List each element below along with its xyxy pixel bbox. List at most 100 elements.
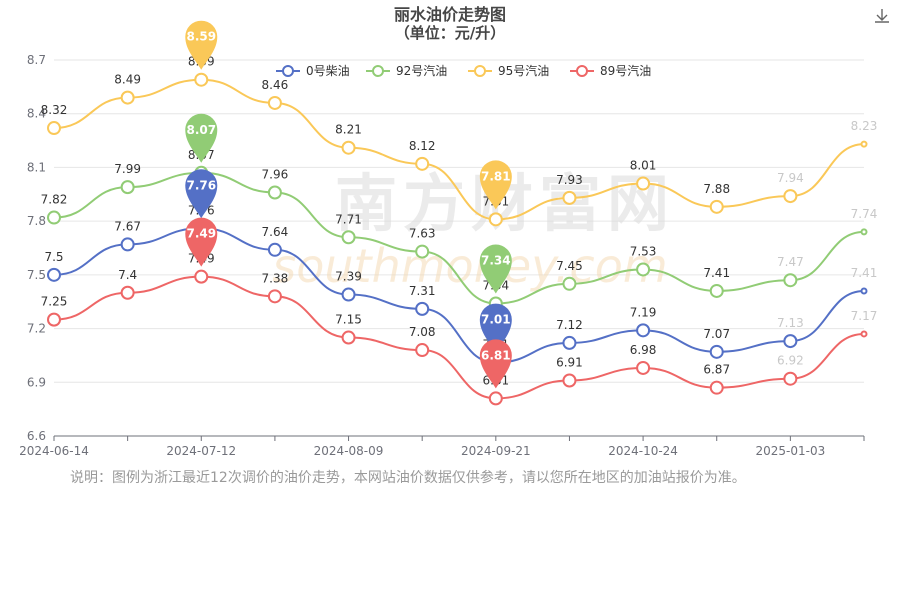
data-label: 7.64	[262, 225, 289, 239]
x-tick-label: 2024-08-09	[314, 444, 384, 458]
data-label: 7.99	[114, 162, 141, 176]
y-tick-label: 6.6	[27, 429, 46, 443]
watermark-sub: southmoney.com	[272, 239, 667, 293]
y-tick-label: 8.7	[27, 53, 46, 67]
data-point	[709, 283, 724, 298]
data-point	[488, 212, 503, 227]
legend[interactable]: 0号柴油 92号汽油 95号汽油 89号汽油	[276, 63, 651, 78]
legend-marker	[576, 65, 588, 77]
footnote: 说明：图例为浙江最近12次调价的油价走势，本网站油价数据仅供参考，请以您所在地区…	[70, 470, 746, 486]
data-point	[636, 323, 651, 338]
data-label: 8.21	[335, 123, 362, 137]
data-label: 7.93	[556, 173, 583, 187]
data-point	[341, 140, 356, 155]
marker-pin: 8.59	[185, 20, 218, 70]
legend-label: 89号汽油	[600, 63, 651, 78]
chart-subtitle: （单位：元/升）	[395, 24, 505, 42]
data-point	[194, 72, 209, 87]
data-label: 7.94	[777, 171, 804, 185]
data-point	[415, 244, 430, 259]
x-tick-label: 2024-10-24	[608, 444, 678, 458]
data-point	[783, 273, 798, 288]
data-point	[636, 262, 651, 277]
data-point	[341, 230, 356, 245]
data-point	[562, 276, 577, 291]
watermark: 南方财富网 southmoney.com	[272, 167, 669, 293]
pin-shape	[479, 303, 512, 353]
data-point	[120, 90, 135, 105]
data-label: 7.41	[703, 266, 730, 280]
data-point	[415, 301, 430, 316]
marker-pin: 7.01	[479, 303, 512, 353]
marker-pin: 6.81	[479, 339, 512, 389]
data-label: 7.38	[262, 271, 289, 285]
data-point	[47, 210, 61, 225]
pin-label: 7.01	[481, 313, 511, 327]
pin-label: 8.59	[186, 30, 216, 44]
data-label: 7.67	[114, 219, 141, 233]
data-label: 7.4	[118, 268, 137, 282]
x-tick-label: 2024-06-14	[19, 444, 89, 458]
data-label: 8.49	[114, 73, 141, 87]
data-label: 7.82	[41, 193, 68, 207]
y-tick-label: 6.9	[27, 375, 46, 389]
data-label: 6.87	[703, 363, 730, 377]
legend-label: 0号柴油	[306, 64, 350, 78]
data-label: 7.74	[851, 207, 878, 221]
data-point	[860, 330, 868, 338]
data-point	[562, 335, 577, 350]
data-label: 7.08	[409, 325, 436, 339]
data-label: 7.47	[777, 255, 804, 269]
pin-shape	[479, 160, 512, 210]
legend-marker	[372, 65, 384, 77]
pin-label: 6.81	[481, 348, 511, 362]
data-label: 7.12	[556, 318, 583, 332]
marker-pin: 7.81	[479, 160, 512, 210]
data-point	[267, 95, 282, 110]
data-point	[709, 380, 724, 395]
chart-title: 丽水油价走势图	[394, 5, 506, 24]
data-point	[636, 176, 651, 191]
legend-marker	[282, 65, 294, 77]
data-label: 8.23	[851, 119, 878, 133]
data-point	[562, 190, 577, 205]
data-point	[415, 343, 430, 358]
data-point	[783, 371, 798, 386]
y-tick-label: 7.5	[27, 268, 46, 282]
data-point	[267, 185, 282, 200]
data-point	[47, 267, 61, 282]
data-label: 7.96	[262, 167, 289, 181]
marker-pin: 8.07	[185, 113, 218, 163]
data-label: 7.39	[335, 270, 362, 284]
data-label: 7.19	[630, 305, 657, 319]
data-label: 7.53	[630, 244, 657, 258]
grid-lines	[54, 59, 864, 383]
marker-pin: 7.76	[185, 169, 218, 219]
data-label: 7.71	[335, 212, 362, 226]
marker-pin: 7.34	[479, 244, 512, 294]
data-point	[783, 334, 798, 349]
data-label: 7.41	[851, 266, 878, 280]
data-point	[120, 180, 135, 195]
download-icon[interactable]	[872, 6, 892, 26]
series-line	[53, 78, 865, 221]
legend-marker	[474, 65, 486, 77]
data-label: 7.88	[703, 182, 730, 196]
series-line	[53, 275, 865, 400]
x-tick-label: 2024-07-12	[166, 444, 236, 458]
data-point	[194, 269, 209, 284]
y-tick-label: 7.8	[27, 214, 46, 228]
pin-shape	[185, 20, 218, 70]
pin-label: 8.07	[186, 123, 216, 137]
data-point	[860, 287, 868, 295]
data-point	[860, 140, 868, 148]
data-point	[341, 330, 356, 345]
axes: 6.6 6.9 7.2 7.5 7.8 8.1 8.4 8.7 2024-06-14 2024-0…	[19, 53, 865, 458]
data-label: 7.15	[335, 313, 362, 327]
data-point	[783, 189, 798, 204]
pin-shape	[185, 113, 218, 163]
legend-label: 95号汽油	[498, 63, 549, 78]
data-point	[709, 344, 724, 359]
y-tick-label: 8.1	[27, 160, 46, 174]
